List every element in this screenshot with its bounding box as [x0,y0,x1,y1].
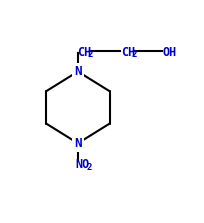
Text: NO: NO [75,158,90,171]
Text: N: N [74,137,81,150]
Text: 2: 2 [86,163,91,171]
Text: OH: OH [162,45,176,59]
Text: N: N [74,65,81,78]
Text: 2: 2 [87,50,92,59]
Text: 2: 2 [131,50,136,59]
Text: CH: CH [76,45,91,59]
Text: CH: CH [120,45,135,59]
